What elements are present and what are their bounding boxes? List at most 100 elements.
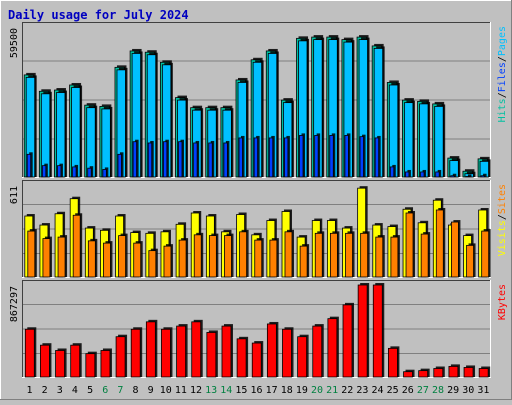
x-tick-label-30: 30 bbox=[462, 385, 474, 396]
x-tick-label-5: 5 bbox=[87, 385, 93, 396]
bar-sites-19 bbox=[299, 244, 310, 278]
bar-sites-24 bbox=[375, 235, 385, 278]
legend-entry-top-1: / bbox=[497, 92, 508, 98]
bar-sites-20 bbox=[314, 231, 325, 278]
bar-sites-5 bbox=[87, 238, 98, 278]
legend-entry-bottom-0: KBytes bbox=[497, 284, 508, 320]
bar-pages-31 bbox=[480, 173, 487, 178]
bar-pages-19 bbox=[299, 133, 306, 178]
bar-pages-21 bbox=[329, 133, 336, 178]
bar-pages-15 bbox=[238, 135, 245, 178]
bar-pages-7 bbox=[117, 152, 124, 178]
bar-kbytes-28 bbox=[433, 366, 445, 378]
x-tick-label-3: 3 bbox=[57, 385, 63, 396]
bar-sites-6 bbox=[103, 241, 113, 278]
bar-kbytes-4 bbox=[70, 343, 82, 378]
axis-max-label-bottom: 867297 bbox=[9, 286, 20, 322]
x-tick-label-4: 4 bbox=[72, 385, 78, 396]
legend-entry-top-2: Files bbox=[497, 62, 508, 92]
bar-kbytes-23 bbox=[357, 283, 370, 378]
bar-pages-22 bbox=[344, 133, 351, 178]
bar-sites-30 bbox=[466, 243, 476, 278]
x-tick-label-12: 12 bbox=[190, 385, 202, 396]
bar-kbytes-7 bbox=[115, 334, 128, 378]
bar-pages-4 bbox=[72, 164, 79, 178]
x-tick-label-25: 25 bbox=[387, 385, 399, 396]
bar-sites-7 bbox=[118, 233, 128, 278]
bar-sites-16 bbox=[254, 238, 264, 278]
x-tick-label-19: 19 bbox=[296, 385, 308, 396]
bar-sites-28 bbox=[435, 207, 446, 278]
x-tick-label-6: 6 bbox=[102, 385, 108, 396]
bar-kbytes-26 bbox=[403, 369, 415, 378]
bar-sites-21 bbox=[329, 231, 340, 278]
bar-sites-17 bbox=[269, 238, 279, 278]
bar-pages-10 bbox=[162, 139, 169, 178]
bar-sites-13 bbox=[208, 233, 219, 278]
bar-sites-31 bbox=[481, 229, 491, 278]
legend-entry-top-0: Hits bbox=[497, 98, 508, 122]
chart-title: Daily usage for July 2024 bbox=[8, 8, 189, 22]
legend-top: Hits/Files/Pages bbox=[497, 26, 508, 122]
bar-pages-28 bbox=[435, 169, 442, 178]
bar-pages-11 bbox=[178, 139, 184, 178]
x-tick-label-7: 7 bbox=[117, 385, 123, 396]
bar-pages-20 bbox=[314, 133, 321, 178]
x-tick-label-23: 23 bbox=[356, 385, 368, 396]
bar-kbytes-10 bbox=[161, 327, 173, 378]
x-tick-label-10: 10 bbox=[160, 385, 172, 396]
legend-entry-top-3: / bbox=[497, 56, 508, 62]
axis-max-label-top: 59500 bbox=[9, 28, 20, 58]
bar-kbytes-22 bbox=[342, 302, 355, 378]
x-tick-label-17: 17 bbox=[266, 385, 278, 396]
bar-files-26 bbox=[404, 100, 415, 178]
bar-sites-10 bbox=[163, 244, 173, 278]
bar-pages-3 bbox=[57, 163, 63, 178]
bar-sites-26 bbox=[405, 211, 416, 278]
bar-sites-9 bbox=[148, 248, 158, 278]
x-tick-label-27: 27 bbox=[417, 385, 429, 396]
legend-bottom: KBytes bbox=[497, 284, 508, 320]
bar-sites-1 bbox=[27, 229, 37, 278]
bar-kbytes-14 bbox=[221, 324, 233, 378]
bar-sites-8 bbox=[133, 241, 143, 278]
bar-kbytes-1 bbox=[24, 327, 37, 378]
bar-pages-6 bbox=[102, 167, 109, 178]
bar-pages-8 bbox=[132, 139, 139, 178]
bar-kbytes-9 bbox=[145, 319, 158, 378]
bar-pages-14 bbox=[223, 140, 230, 178]
bar-kbytes-25 bbox=[387, 346, 400, 378]
x-tick-label-22: 22 bbox=[341, 385, 353, 396]
bar-pages-29 bbox=[450, 173, 457, 178]
bar-files-27 bbox=[419, 101, 431, 178]
bar-sites-12 bbox=[193, 232, 204, 278]
legend-entry-top-4: Pages bbox=[497, 26, 508, 56]
bar-pages-26 bbox=[405, 169, 411, 178]
x-tick-label-9: 9 bbox=[148, 385, 154, 396]
bar-files-6 bbox=[101, 106, 113, 178]
bar-sites-27 bbox=[420, 232, 431, 278]
bar-sites-3 bbox=[57, 235, 68, 278]
legend-entry-middle-0: Visits bbox=[497, 220, 508, 256]
bar-sites-14 bbox=[224, 233, 234, 278]
bar-sites-25 bbox=[390, 235, 400, 278]
x-axis-labels: 1 2 3 4 5 6 7 8 9 10 11 12 13 14 15 16 17 18 19 20 21 22 23 24 2… bbox=[27, 385, 490, 396]
bar-kbytes-24 bbox=[372, 283, 385, 378]
bar-pages-17 bbox=[268, 135, 275, 178]
bar-kbytes-18 bbox=[282, 327, 294, 378]
x-tick-label-24: 24 bbox=[372, 385, 384, 396]
bar-kbytes-8 bbox=[130, 327, 143, 378]
bar-files-4 bbox=[71, 85, 83, 178]
bar-sites-4 bbox=[72, 213, 83, 278]
bar-kbytes-19 bbox=[297, 334, 309, 378]
x-tick-label-15: 15 bbox=[235, 385, 247, 396]
x-tick-label-14: 14 bbox=[220, 385, 232, 396]
bar-pages-1 bbox=[26, 152, 33, 178]
bar-pages-13 bbox=[208, 140, 215, 178]
bar-kbytes-30 bbox=[463, 365, 476, 378]
bar-pages-9 bbox=[147, 140, 154, 178]
bar-kbytes-15 bbox=[236, 336, 249, 378]
